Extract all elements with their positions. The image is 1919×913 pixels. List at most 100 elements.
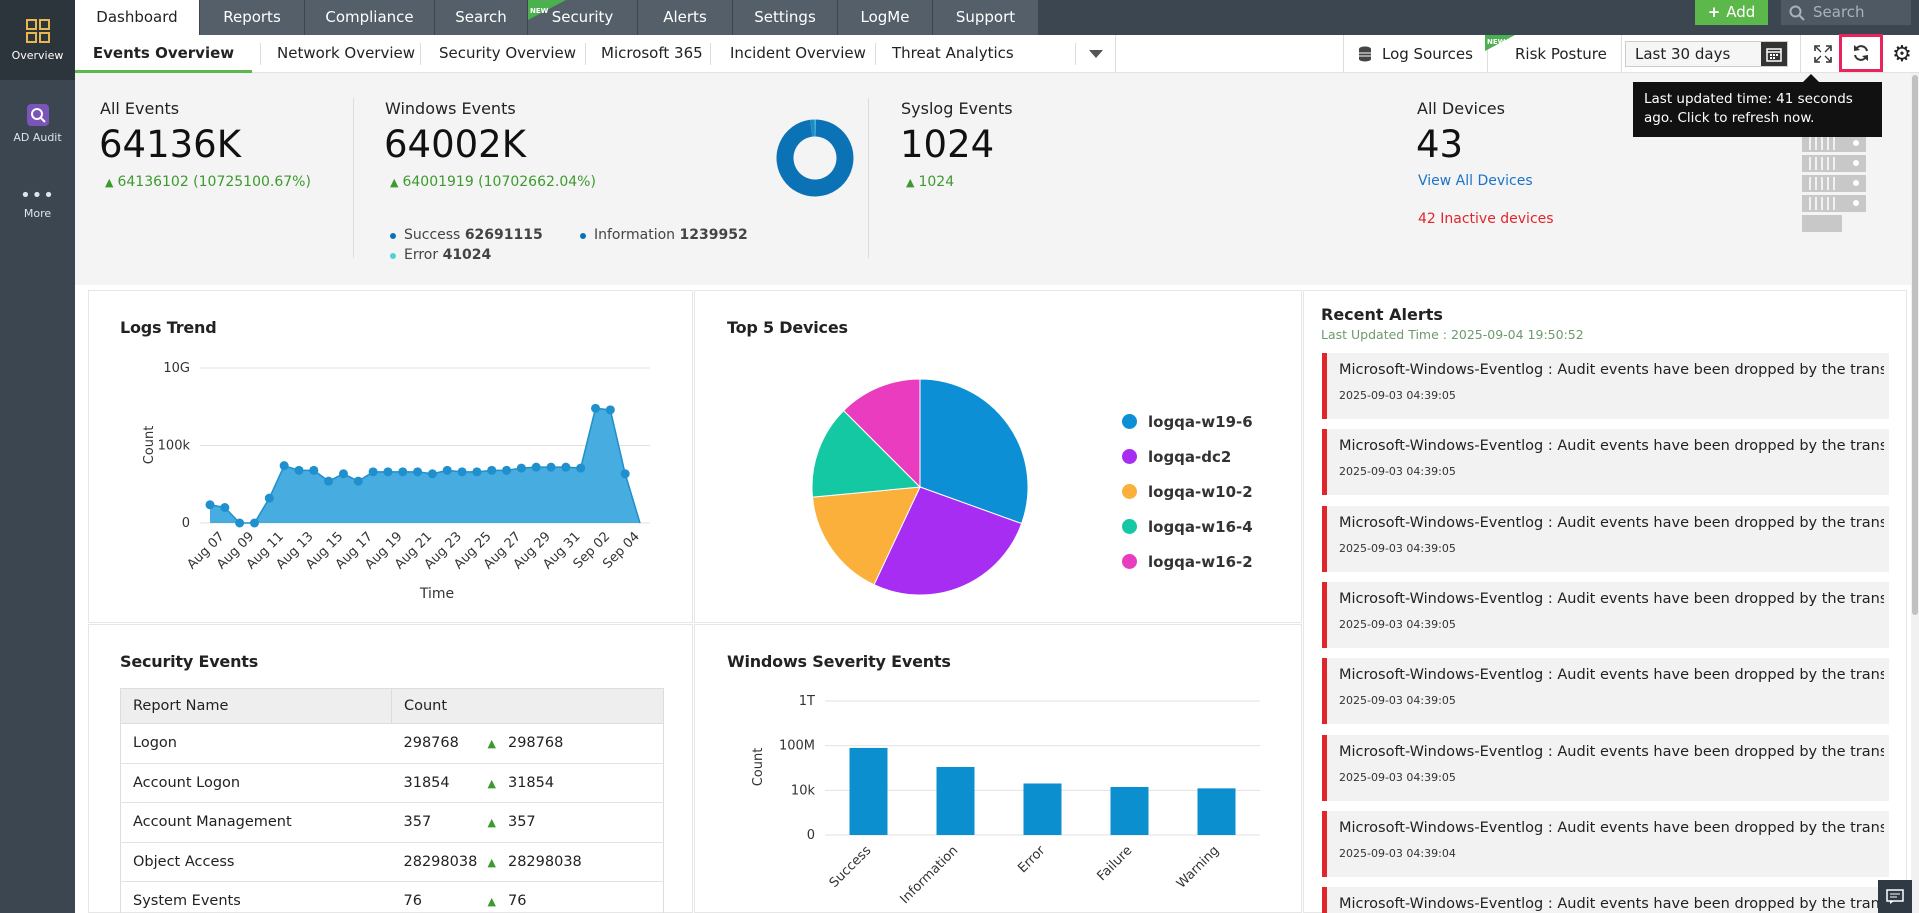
subtab-incident-overview[interactable]: Incident Overview bbox=[730, 35, 866, 73]
table-row[interactable]: Account Logon 31854 ▲ 31854 bbox=[120, 763, 664, 803]
trend-point[interactable] bbox=[591, 403, 601, 413]
trend-point[interactable] bbox=[502, 465, 512, 475]
trend-point[interactable] bbox=[531, 462, 541, 472]
page-scrollbar[interactable] bbox=[1911, 73, 1919, 913]
trend-point[interactable] bbox=[353, 476, 363, 486]
legend-item[interactable]: logqa-dc2 bbox=[1122, 439, 1253, 474]
bar-Success[interactable] bbox=[849, 747, 888, 835]
trend-point[interactable] bbox=[294, 465, 304, 475]
tab-security[interactable]: NEW Security bbox=[528, 0, 638, 35]
alert-item[interactable]: Microsoft-Windows-Eventlog : Audit event… bbox=[1322, 810, 1889, 877]
trend-point[interactable] bbox=[368, 467, 378, 477]
pie-slice-logqa-w16-2[interactable] bbox=[842, 378, 921, 489]
sidebar-item-ad-audit[interactable]: AD Audit bbox=[0, 104, 75, 144]
inactive-devices-link[interactable]: 42 Inactive devices bbox=[1418, 211, 1554, 227]
report-name-cell[interactable]: Account Logon bbox=[120, 763, 392, 803]
table-row[interactable]: Account Management 357 ▲ 357 bbox=[120, 802, 664, 843]
tab-search[interactable]: Search bbox=[435, 0, 528, 35]
subtab-microsoft-365[interactable]: Microsoft 365 bbox=[601, 35, 703, 73]
trend-point[interactable] bbox=[487, 465, 497, 475]
pie-slice-logqa-w10-2[interactable] bbox=[811, 486, 921, 586]
trend-point[interactable] bbox=[605, 405, 615, 415]
tab-reports[interactable]: Reports bbox=[200, 0, 305, 35]
table-row[interactable]: System Events 76 ▲ 76 bbox=[120, 881, 664, 913]
risk-posture-button[interactable]: NEW Risk Posture bbox=[1485, 35, 1622, 73]
legend-item[interactable]: logqa-w19-6 bbox=[1122, 404, 1253, 439]
trend-point[interactable] bbox=[205, 500, 215, 510]
pie-slice-logqa-w16-4[interactable] bbox=[811, 409, 922, 498]
trend-point[interactable] bbox=[516, 463, 526, 473]
settings-gear-button[interactable]: ⚙ bbox=[1887, 35, 1917, 73]
report-name-cell[interactable]: Account Management bbox=[120, 802, 392, 843]
scrollbar-thumb[interactable] bbox=[1912, 75, 1918, 615]
col-count[interactable]: Count bbox=[391, 688, 664, 724]
tab-settings[interactable]: Settings bbox=[733, 0, 838, 35]
bar-Warning[interactable] bbox=[1197, 788, 1236, 835]
trend-point[interactable] bbox=[427, 469, 437, 479]
tab-dashboard[interactable]: Dashboard bbox=[75, 0, 200, 35]
pie-slice-logqa-dc2[interactable] bbox=[873, 486, 1023, 596]
trend-point[interactable] bbox=[279, 461, 289, 471]
trend-point[interactable] bbox=[561, 462, 571, 472]
tooltip-text: Last updated time: 41 seconds ago. Click… bbox=[1644, 91, 1853, 126]
sidebar-item-more[interactable]: ••• More bbox=[0, 187, 75, 221]
alert-item[interactable]: Microsoft-Windows-Eventlog : Audit event… bbox=[1322, 505, 1889, 572]
more-tabs-dropdown[interactable] bbox=[1076, 35, 1116, 72]
sidebar-item-overview[interactable]: Overview bbox=[0, 0, 75, 80]
trend-point[interactable] bbox=[264, 493, 274, 503]
tab-logme[interactable]: LogMe bbox=[838, 0, 933, 35]
trend-point[interactable] bbox=[457, 467, 467, 477]
chat-button[interactable] bbox=[1878, 880, 1912, 913]
trend-point[interactable] bbox=[383, 467, 393, 477]
tab-support[interactable]: Support bbox=[933, 0, 1039, 35]
trend-point[interactable] bbox=[620, 469, 630, 479]
trend-point[interactable] bbox=[546, 462, 556, 472]
alert-item[interactable]: Microsoft-Windows-Eventlog : Audit event… bbox=[1322, 429, 1889, 496]
legend-item[interactable]: logqa-w16-4 bbox=[1122, 509, 1253, 544]
report-name-cell[interactable]: Logon bbox=[120, 723, 392, 764]
subtab-threat-analytics[interactable]: Threat Analytics bbox=[892, 35, 1014, 73]
tab-compliance[interactable]: Compliance bbox=[305, 0, 435, 35]
log-sources-button[interactable]: Log Sources bbox=[1343, 35, 1488, 73]
trend-point[interactable] bbox=[472, 467, 482, 477]
donut-segment-Success[interactable] bbox=[776, 119, 854, 197]
trend-point[interactable] bbox=[576, 463, 586, 473]
legend-item[interactable]: logqa-w10-2 bbox=[1122, 474, 1253, 509]
subtab-security-overview[interactable]: Security Overview bbox=[439, 35, 576, 73]
delta-text: 64136102 (10725100.67%) bbox=[117, 174, 311, 190]
tab-alerts[interactable]: Alerts bbox=[638, 0, 733, 35]
pie-slice-logqa-w19-6[interactable] bbox=[919, 378, 1029, 525]
alert-item[interactable]: Microsoft-Windows-Eventlog : Audit event… bbox=[1322, 734, 1889, 801]
search-input[interactable]: Search bbox=[1781, 0, 1911, 25]
report-name-cell[interactable]: System Events bbox=[120, 881, 392, 913]
table-row[interactable]: Object Access 28298038 ▲ 28298038 bbox=[120, 842, 664, 882]
report-name-cell[interactable]: Object Access bbox=[120, 842, 392, 882]
subtab-network-overview[interactable]: Network Overview bbox=[277, 35, 415, 73]
trend-point[interactable] bbox=[413, 467, 423, 477]
trend-point[interactable] bbox=[220, 503, 230, 512]
legend-item[interactable]: logqa-w16-2 bbox=[1122, 544, 1253, 579]
trend-point[interactable] bbox=[309, 465, 319, 475]
subtab-events-overview[interactable]: Events Overview bbox=[75, 35, 252, 73]
bar-Failure[interactable] bbox=[1110, 786, 1149, 835]
fullscreen-button[interactable] bbox=[1800, 35, 1845, 73]
trend-point[interactable] bbox=[338, 469, 348, 479]
alert-item[interactable]: Microsoft-Windows-Eventlog : Audit event… bbox=[1322, 581, 1889, 648]
view-all-devices-link[interactable]: View All Devices bbox=[1418, 173, 1533, 189]
date-range-select[interactable]: Last 30 days bbox=[1625, 41, 1788, 67]
bar-Error[interactable] bbox=[1023, 783, 1062, 835]
trend-point[interactable] bbox=[442, 465, 452, 475]
add-button[interactable]: + Add bbox=[1695, 0, 1768, 25]
alert-item[interactable]: Microsoft-Windows-Eventlog : Audit event… bbox=[1322, 887, 1889, 913]
alert-item[interactable]: Microsoft-Windows-Eventlog : Audit event… bbox=[1322, 658, 1889, 725]
refresh-button[interactable] bbox=[1839, 34, 1883, 72]
table-row[interactable]: Logon 298768 ▲ 298768 bbox=[120, 723, 664, 764]
trend-point[interactable] bbox=[235, 518, 245, 528]
trend-point[interactable] bbox=[249, 518, 259, 528]
bar-Information[interactable] bbox=[936, 766, 975, 835]
calendar-icon[interactable] bbox=[1761, 42, 1787, 66]
col-report-name[interactable]: Report Name bbox=[120, 688, 392, 724]
trend-point[interactable] bbox=[398, 467, 408, 477]
alert-item[interactable]: Microsoft-Windows-Eventlog : Audit event… bbox=[1322, 353, 1889, 419]
trend-point[interactable] bbox=[324, 476, 334, 486]
